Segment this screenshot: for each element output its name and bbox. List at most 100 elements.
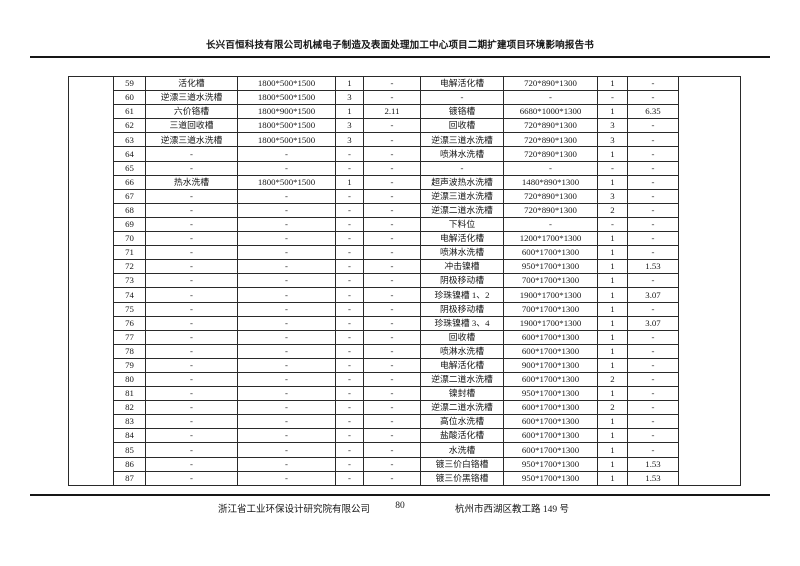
- table-row: 63 逆漂三道水洗槽 1800*500*1500 3- 逆漂三道水洗槽 720*890*1…: [69, 132, 741, 148]
- cell-val2: -: [627, 357, 679, 373]
- cell-name1: -: [145, 245, 238, 261]
- cell-dims1: -: [237, 160, 336, 176]
- cell-qty2: 1: [597, 146, 628, 162]
- cell-name2: 逆漂三道水洗槽: [420, 188, 504, 204]
- cell-no: 84: [113, 428, 146, 444]
- cell-name2: 高位水洗槽: [420, 414, 504, 430]
- cell-val2: -: [627, 343, 679, 359]
- cell-val2: 3.07: [627, 315, 679, 331]
- cell-qty2: -: [597, 90, 628, 106]
- cell-qty2: 3: [597, 118, 628, 134]
- cell-qty2: 1: [597, 428, 628, 444]
- cell-dims1: -: [237, 470, 336, 486]
- cell-dims1: 1800*900*1500: [237, 104, 336, 120]
- cell-dims2: 720*890*1300: [503, 118, 598, 134]
- cell-dims1: 1800*500*1500: [237, 75, 336, 92]
- cell-qty1: -: [335, 188, 364, 204]
- cell-name2: 阴极移动槽: [420, 301, 504, 317]
- cell-dims2: 600*1700*1300: [503, 400, 598, 416]
- table-row: 61 六价铬槽 1800*900*1500 1 2.11 镀铬槽 6680*1000*130…: [69, 104, 741, 120]
- cell-qty2: 1: [597, 231, 628, 247]
- cell-name2: 镍封槽: [420, 386, 504, 402]
- cell-name2: 珍珠镍槽 1、2: [420, 287, 504, 303]
- cell-val2: -: [627, 231, 679, 247]
- cell-name2: 逆漂二道水洗槽: [420, 202, 504, 218]
- cell-name2: 喷淋水洗槽: [420, 343, 504, 359]
- cell-qty1: -: [335, 357, 364, 373]
- cell-name2: 电解活化槽: [420, 231, 504, 247]
- cell-qty1: -: [335, 386, 364, 402]
- cell-no: 72: [113, 259, 146, 275]
- cell-no: 62: [113, 118, 146, 134]
- cell-name2: 水洗槽: [420, 442, 504, 458]
- cell-qty2: 1: [597, 174, 628, 190]
- cell-no: 73: [113, 273, 146, 289]
- cell-dims2: 950*1700*1300: [503, 456, 598, 472]
- cell-qty1: 1: [335, 104, 364, 120]
- cell-dims1: -: [237, 315, 336, 331]
- table-row: 77- - - - 回收槽 600*1700*1300 1-: [69, 329, 741, 345]
- header-rule: [30, 56, 770, 58]
- cell-name1: -: [145, 414, 238, 430]
- cell-val1: -: [363, 357, 421, 373]
- cell-val2: 6.35: [627, 104, 679, 120]
- cell-val2: -: [627, 146, 679, 162]
- cell-no: 87: [113, 470, 146, 486]
- cell-dims2: 720*890*1300: [503, 202, 598, 218]
- cell-name2: 回收槽: [420, 118, 504, 134]
- cell-val2: 1.53: [627, 456, 679, 472]
- cell-qty1: -: [335, 343, 364, 359]
- cell-dims2: 600*1700*1300: [503, 371, 598, 388]
- cell-name1: -: [145, 329, 238, 345]
- cell-no: 74: [113, 287, 146, 303]
- cell-dims2: 950*1700*1300: [503, 470, 598, 486]
- cell-qty2: 1: [597, 357, 628, 373]
- table-row: 81- - - - 镍封槽 950*1700*1300 1-: [69, 386, 741, 402]
- cell-val2: -: [627, 386, 679, 402]
- page-header-title: 长兴百恒科技有限公司机械电子制造及表面处理加工中心项目二期扩建项目环境影响报告书: [205, 41, 594, 51]
- cell-name2: 逆漂二道水洗槽: [420, 400, 504, 416]
- cell-val1: 2.11: [363, 104, 421, 120]
- left-span-cell: [68, 76, 114, 486]
- cell-no: 63: [113, 132, 146, 148]
- footer-rule: [30, 494, 770, 496]
- cell-dims1: 1800*500*1500: [237, 174, 336, 190]
- cell-dims1: -: [237, 245, 336, 261]
- cell-val2: -: [627, 442, 679, 458]
- cell-val1: -: [363, 287, 421, 303]
- cell-no: 69: [113, 216, 146, 233]
- cell-qty2: 2: [597, 202, 628, 218]
- cell-qty1: -: [335, 428, 364, 444]
- cell-qty2: 1: [597, 104, 628, 120]
- cell-val1: -: [363, 329, 421, 345]
- table-row: 86- - - - 镀三价白铬槽 950*1700*1300 1 1.53: [69, 456, 741, 472]
- cell-name2: 阴极移动槽: [420, 273, 504, 289]
- table-row: 69- - - - 下料位 - - -: [69, 216, 741, 233]
- table-row: 72- - - - 冲击镍槽 950*1700*1300 1 1.53: [69, 259, 741, 275]
- cell-name2: 冲击镍槽: [420, 259, 504, 275]
- cell-dims2: 1200*1700*1300: [503, 231, 598, 247]
- cell-name2: 喷淋水洗槽: [420, 146, 504, 162]
- cell-dims2: 720*890*1300: [503, 188, 598, 204]
- cell-name1: 六价铬槽: [145, 104, 238, 120]
- cell-no: 77: [113, 329, 146, 345]
- cell-qty2: 1: [597, 343, 628, 359]
- cell-val2: -: [627, 301, 679, 317]
- cell-no: 64: [113, 146, 146, 162]
- cell-no: 65: [113, 160, 146, 176]
- cell-dims2: 700*1700*1300: [503, 273, 598, 289]
- cell-qty1: 1: [335, 174, 364, 190]
- cell-qty2: 1: [597, 442, 628, 458]
- cell-val1: -: [363, 132, 421, 148]
- cell-dims2: 720*890*1300: [503, 146, 598, 162]
- cell-dims2: 600*1700*1300: [503, 329, 598, 345]
- cell-name1: -: [145, 188, 238, 204]
- cell-val1: -: [363, 301, 421, 317]
- table-row: 87- - - - 镀三价黑铬槽 950*1700*1300 1 1.53: [69, 470, 741, 486]
- cell-dims2: 600*1700*1300: [503, 414, 598, 430]
- cell-qty1: -: [335, 315, 364, 331]
- cell-dims2: 1480*890*1300: [503, 174, 598, 190]
- cell-dims1: -: [237, 428, 336, 444]
- cell-name1: -: [145, 146, 238, 162]
- table-row: 76- - - - 珍珠镍槽 3、4 1900*1700*1300 1 3.07: [69, 315, 741, 331]
